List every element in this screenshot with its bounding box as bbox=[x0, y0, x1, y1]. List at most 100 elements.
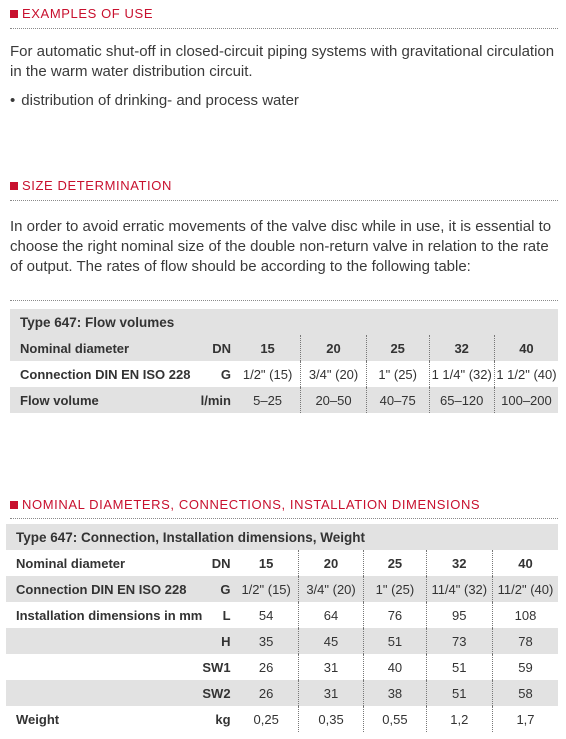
row-unit: G bbox=[202, 576, 235, 602]
table-cell: 73 bbox=[425, 628, 493, 654]
row-label: Connection DIN EN ISO 228 bbox=[10, 361, 191, 387]
row-unit: H bbox=[202, 628, 235, 654]
examples-bullet: • distribution of drinking- and process w… bbox=[10, 92, 299, 109]
table-cell: 1 1/2" (40) bbox=[493, 361, 558, 387]
row-unit: SW2 bbox=[202, 680, 235, 706]
table-row: Connection DIN EN ISO 228 G 1/2" (15) 3/… bbox=[10, 361, 558, 387]
row-unit: L bbox=[202, 602, 235, 628]
table-cell: 0,25 bbox=[234, 706, 299, 732]
table-cell: 32 bbox=[428, 335, 495, 361]
row-label bbox=[6, 680, 203, 706]
table-cell: 20–50 bbox=[300, 387, 367, 413]
table-cell: 38 bbox=[363, 680, 427, 706]
divider bbox=[10, 518, 558, 519]
table-title-row: Type 647: Flow volumes bbox=[10, 309, 558, 335]
heading-square-icon bbox=[10, 181, 18, 190]
bullet-icon: • bbox=[10, 92, 16, 109]
table-cell: 11/2" (40) bbox=[491, 576, 558, 602]
row-label: Installation dimensions in mm bbox=[6, 602, 203, 628]
table-cell: 20 bbox=[297, 550, 364, 576]
table-cell: 1/2" (15) bbox=[234, 576, 299, 602]
table-title: Type 647: Connection, Installation dimen… bbox=[6, 524, 558, 550]
table-row: Nominal diameter DN 15 20 25 32 40 bbox=[10, 335, 558, 361]
row-label bbox=[6, 628, 203, 654]
table-cell: 1,7 bbox=[491, 706, 558, 732]
table-cell: 54 bbox=[234, 602, 299, 628]
divider bbox=[10, 300, 558, 301]
section-heading-examples: EXAMPLES OF USE bbox=[10, 6, 153, 21]
table-row: Nominal diameter DN 15 20 25 32 40 bbox=[6, 550, 558, 576]
row-label: Weight bbox=[6, 706, 203, 732]
table-row: Flow volume l/min 5–25 20–50 40–75 65–12… bbox=[10, 387, 558, 413]
dimensions-table: Type 647: Connection, Installation dimen… bbox=[6, 524, 558, 732]
table-cell: 1" (25) bbox=[363, 576, 427, 602]
flow-volumes-table: Type 647: Flow volumes Nominal diameter … bbox=[10, 309, 558, 413]
section-heading-nominal-text: NOMINAL DIAMETERS, CONNECTIONS, INSTALLA… bbox=[22, 497, 481, 512]
table-row: Connection DIN EN ISO 228 G 1/2" (15) 3/… bbox=[6, 576, 558, 602]
table-cell: 11/4" (32) bbox=[425, 576, 493, 602]
heading-square-icon bbox=[10, 500, 18, 509]
table-cell: 1 1/4" (32) bbox=[428, 361, 495, 387]
table-cell: 40–75 bbox=[365, 387, 429, 413]
section-heading-nominal: NOMINAL DIAMETERS, CONNECTIONS, INSTALLA… bbox=[10, 497, 480, 512]
row-label bbox=[6, 654, 203, 680]
table-cell: 65–120 bbox=[428, 387, 495, 413]
table-cell: 45 bbox=[297, 628, 364, 654]
table-cell: 1/2" (15) bbox=[234, 361, 301, 387]
row-unit: G bbox=[190, 361, 235, 387]
row-unit: DN bbox=[190, 335, 235, 361]
table-cell: 26 bbox=[234, 654, 299, 680]
table-cell: 95 bbox=[425, 602, 493, 628]
table-row: Weight kg 0,25 0,35 0,55 1,2 1,7 bbox=[6, 706, 558, 732]
table-cell: 100–200 bbox=[493, 387, 558, 413]
table-cell: 32 bbox=[425, 550, 493, 576]
examples-paragraph: For automatic shut-off in closed-circuit… bbox=[10, 43, 555, 80]
table-cell: 31 bbox=[297, 680, 364, 706]
table-cell: 108 bbox=[491, 602, 558, 628]
table-cell: 59 bbox=[491, 654, 558, 680]
table-cell: 25 bbox=[363, 550, 427, 576]
table-cell: 78 bbox=[491, 628, 558, 654]
size-paragraph: In order to avoid erratic movements of t… bbox=[10, 218, 552, 275]
table-cell: 20 bbox=[300, 335, 367, 361]
divider bbox=[10, 200, 558, 201]
table-title-row: Type 647: Connection, Installation dimen… bbox=[6, 524, 558, 550]
table-row: SW2 26 31 38 51 58 bbox=[6, 680, 558, 706]
divider bbox=[10, 28, 558, 29]
table-cell: 51 bbox=[363, 628, 427, 654]
table-row: Installation dimensions in mm L 54 64 76… bbox=[6, 602, 558, 628]
table-cell: 0,35 bbox=[297, 706, 364, 732]
table-row: SW1 26 31 40 51 59 bbox=[6, 654, 558, 680]
row-unit: kg bbox=[202, 706, 235, 732]
table-title: Type 647: Flow volumes bbox=[10, 309, 558, 335]
examples-bullet-text: distribution of drinking- and process wa… bbox=[21, 92, 299, 109]
table-row: H 35 45 51 73 78 bbox=[6, 628, 558, 654]
row-unit: DN bbox=[202, 550, 235, 576]
table-cell: 0,55 bbox=[363, 706, 427, 732]
table-cell: 3/4" (20) bbox=[297, 576, 364, 602]
table-cell: 3/4" (20) bbox=[300, 361, 367, 387]
row-label: Nominal diameter bbox=[6, 550, 203, 576]
table-cell: 64 bbox=[297, 602, 364, 628]
table-cell: 26 bbox=[234, 680, 299, 706]
table-cell: 51 bbox=[425, 680, 493, 706]
table-cell: 1,2 bbox=[425, 706, 493, 732]
heading-square-icon bbox=[10, 9, 18, 18]
section-heading-size: SIZE DETERMINATION bbox=[10, 178, 172, 193]
row-unit: l/min bbox=[190, 387, 235, 413]
table-cell: 51 bbox=[425, 654, 493, 680]
row-unit: SW1 bbox=[202, 654, 235, 680]
table-cell: 15 bbox=[234, 335, 301, 361]
table-cell: 5–25 bbox=[234, 387, 301, 413]
table-cell: 31 bbox=[297, 654, 364, 680]
table-cell: 58 bbox=[491, 680, 558, 706]
row-label: Nominal diameter bbox=[10, 335, 191, 361]
table-cell: 76 bbox=[363, 602, 427, 628]
table-cell: 40 bbox=[493, 335, 558, 361]
table-cell: 25 bbox=[365, 335, 429, 361]
table-cell: 40 bbox=[491, 550, 558, 576]
row-label: Flow volume bbox=[10, 387, 191, 413]
table-cell: 1" (25) bbox=[365, 361, 429, 387]
section-heading-size-text: SIZE DETERMINATION bbox=[22, 178, 172, 193]
table-cell: 35 bbox=[234, 628, 299, 654]
